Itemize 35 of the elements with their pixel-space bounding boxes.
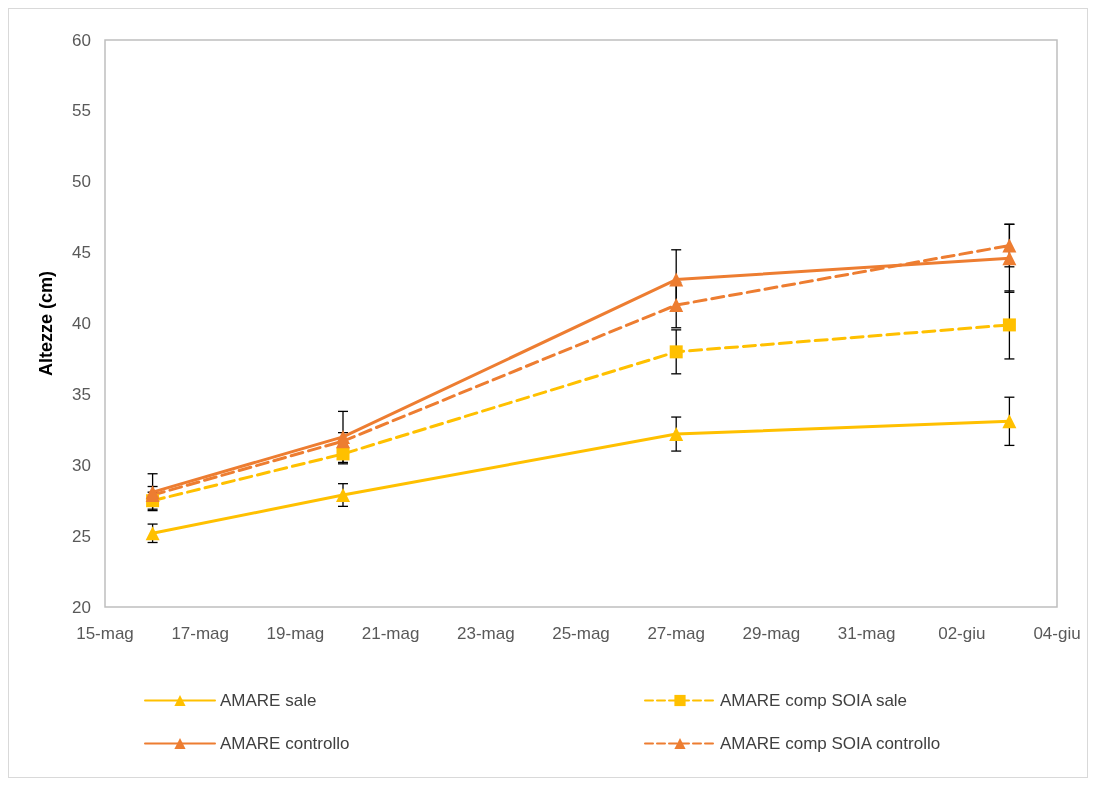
- point: [669, 298, 684, 313]
- point: [336, 488, 350, 503]
- y-tick-label: 30: [72, 455, 91, 475]
- legend-label: AMARE sale: [220, 691, 317, 710]
- y-tick-label: 20: [72, 597, 91, 617]
- y-tick-label: 35: [72, 384, 91, 404]
- x-tick-label: 15-mag: [76, 624, 134, 643]
- x-tick-label: 02-giu: [938, 624, 986, 643]
- point: [1002, 238, 1017, 253]
- x-tick-label: 25-mag: [552, 624, 610, 643]
- y-axis-title: Altezze (cm): [36, 270, 56, 377]
- point: [1002, 414, 1017, 429]
- legend-label: AMARE controllo: [220, 734, 350, 753]
- point: [669, 272, 684, 287]
- legend-label: AMARE comp SOIA controllo: [720, 734, 941, 753]
- point: [669, 345, 683, 359]
- x-tick-label: 31-mag: [837, 624, 896, 643]
- point: [669, 427, 684, 442]
- y-tick-label: 45: [72, 243, 91, 263]
- x-tick-label: 17-mag: [171, 624, 230, 643]
- y-tick-label: 40: [72, 314, 91, 333]
- y-tick-label: 55: [72, 101, 91, 121]
- x-tick-label: 04-giu: [1033, 624, 1081, 643]
- y-tick-label: 25: [72, 526, 91, 546]
- point: [1002, 318, 1016, 332]
- x-tick-label: 29-mag: [742, 624, 801, 643]
- point: [336, 447, 350, 461]
- x-tick-label: 21-mag: [361, 624, 420, 643]
- x-tick-label: 23-mag: [456, 624, 515, 643]
- y-tick-label: 60: [72, 30, 91, 50]
- x-tick-label: 27-mag: [647, 624, 706, 643]
- y-tick-label: 50: [72, 172, 91, 192]
- x-tick-label: 19-mag: [266, 624, 325, 643]
- legend-label: AMARE comp SOIA sale: [720, 691, 908, 710]
- point: [1002, 251, 1017, 266]
